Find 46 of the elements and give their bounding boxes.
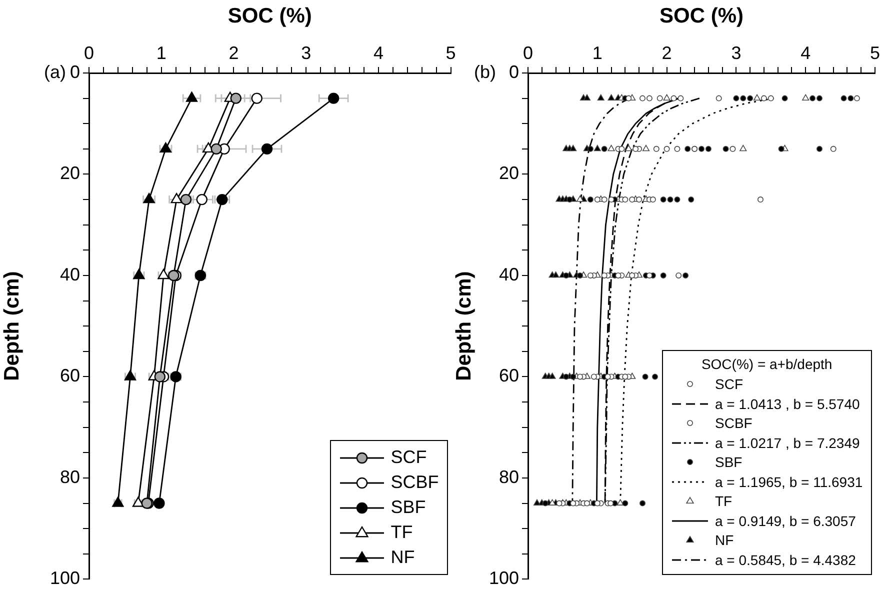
legend-label: SBF [390,497,426,518]
y-tick-label: 40 [498,264,519,284]
legend-title: SOC(%) = a+b/depth [700,355,834,374]
legend-label: NF [715,532,734,548]
legend-label: SCBF [390,472,439,494]
legend-label: a = 1.0217 , b = 7.2349 [715,434,860,451]
legend-label: SBF [715,454,742,470]
y-tick-label: 20 [60,163,80,184]
x-tick-label: 3 [301,43,312,64]
x-tick-label: 2 [662,43,672,64]
y-tick-label: 0 [508,62,519,82]
legend-label: TF [715,493,732,510]
legend-label: SCF [390,447,427,468]
y-axis-title: Depth (cm) [0,271,24,381]
x-tick-label: 5 [446,43,456,64]
legend-label: SCF [715,376,743,392]
legend-label: TF [390,522,413,544]
legend-label: a = 0.9149, b = 6.3057 [715,512,856,529]
x-tick-label: 1 [156,43,166,64]
legend-label: a = 1.1965, b = 11.6931 [715,474,863,490]
y-axis-title: Depth (cm) [452,271,476,381]
legend-label: NF [390,547,415,568]
y-tick-label: 60 [60,366,80,386]
y-tick-label: 60 [498,366,519,386]
y-tick-label: 40 [60,264,80,284]
y-tick-label: 100 [488,568,519,588]
text: (b) [474,62,496,82]
x-tick-label: 0 [522,43,534,64]
text: (a) [44,62,66,82]
x-tick-label: 4 [373,43,384,64]
y-tick-label: 80 [498,466,519,487]
legend-label: a = 0.5845, b = 4.4382 [715,552,856,568]
x-tick-label: 1 [592,43,602,64]
x-axis-title: SOC (%) [660,4,744,28]
x-tick-label: 5 [870,43,880,64]
x-tick-label: 4 [800,43,811,64]
y-tick-label: 0 [70,62,80,82]
legend-label: a = 1.0413 , b = 5.5740 [715,396,860,412]
x-tick-label: 0 [84,43,94,64]
y-tick-label: 100 [50,568,80,588]
x-axis-title: SOC (%) [228,4,312,28]
legend-label: SCBF [715,415,752,432]
y-tick-label: 80 [60,466,80,487]
x-tick-label: 2 [228,43,239,64]
x-tick-label: 3 [731,43,742,64]
y-tick-label: 20 [498,163,519,184]
